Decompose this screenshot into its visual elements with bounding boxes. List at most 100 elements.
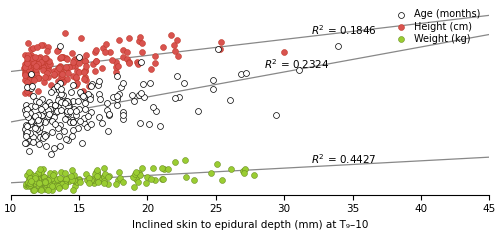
Point (160, 168, 168, 171)
Point (57, 75, 65, 78)
Point (55, 186, 63, 190)
Point (48, 176, 56, 180)
Point (42, 110, 50, 114)
Point (33, 123, 41, 127)
Point (24, 89, 32, 93)
Point (50, 87, 58, 91)
Point (28, 71, 36, 75)
Point (26, 183, 34, 187)
Point (68, 134, 76, 138)
Point (56, 81, 64, 84)
Point (44, 67, 52, 71)
Point (66, 90, 74, 94)
Point (128, 93, 136, 97)
Point (23, 124, 31, 128)
Point (36, 167, 44, 171)
Point (96, 177, 104, 180)
Point (65, 65, 73, 68)
Point (151, 61, 159, 65)
Point (38, 97, 46, 101)
Point (31, 59, 39, 62)
Point (56, 66, 64, 70)
Point (26, 119, 34, 123)
Point (24, 67, 32, 71)
Point (62, 57, 70, 60)
Point (63, 77, 71, 81)
Point (240, 169, 248, 173)
Point (70, 176, 78, 180)
Point (102, 42, 110, 46)
Point (34, 56, 42, 60)
Point (94, 168, 102, 172)
Point (140, 95, 148, 99)
Point (36, 112, 44, 116)
Point (32, 67, 40, 71)
Point (41, 179, 49, 183)
Point (87, 110, 95, 114)
Point (23, 107, 31, 111)
Point (38, 171, 46, 174)
Point (28, 67, 36, 71)
Point (70, 120, 78, 124)
Point (54, 66, 62, 69)
Point (93, 174, 101, 178)
Point (250, 173, 258, 177)
Point (98, 66, 106, 70)
Point (76, 56, 84, 59)
Point (34, 171, 42, 175)
Point (139, 82, 147, 86)
Point (242, 71, 250, 74)
Point (60, 181, 68, 185)
Point (54, 87, 62, 90)
Point (24, 115, 32, 119)
Point (28, 118, 36, 122)
Point (54, 105, 62, 109)
Point (86, 95, 94, 98)
Point (29, 140, 37, 144)
Point (108, 58, 116, 62)
Point (134, 180, 141, 184)
Point (36, 185, 44, 189)
Point (25, 56, 33, 59)
Point (173, 38, 181, 42)
Point (70, 178, 78, 182)
Point (113, 74, 121, 77)
Point (21, 72, 29, 75)
Point (174, 54, 182, 58)
Point (35, 60, 43, 64)
Point (34, 171, 42, 175)
Point (56, 56, 64, 60)
Point (42, 61, 50, 65)
Point (334, 44, 342, 48)
Point (68, 51, 76, 55)
Point (28, 86, 36, 90)
Point (42, 134, 50, 137)
Point (106, 113, 114, 117)
Point (113, 104, 121, 107)
Point (48, 118, 56, 121)
Point (135, 39, 143, 43)
Point (138, 60, 145, 64)
Point (32, 64, 40, 68)
Point (54, 98, 62, 102)
Point (160, 177, 168, 180)
Point (53, 69, 61, 73)
Point (25, 178, 33, 181)
Point (82, 102, 90, 105)
Text: $R^2$ = 0.1846: $R^2$ = 0.1846 (312, 23, 378, 37)
Point (56, 68, 64, 71)
Point (22, 142, 30, 145)
Point (49, 174, 57, 178)
Point (34, 62, 42, 66)
Point (22, 66, 30, 69)
Point (24, 183, 32, 187)
Point (54, 79, 62, 83)
Point (22, 62, 30, 66)
Point (214, 47, 222, 51)
Point (26, 181, 34, 185)
Point (25, 86, 33, 89)
Point (174, 74, 182, 78)
Point (85, 177, 93, 180)
Point (39, 178, 47, 182)
Point (280, 51, 287, 54)
